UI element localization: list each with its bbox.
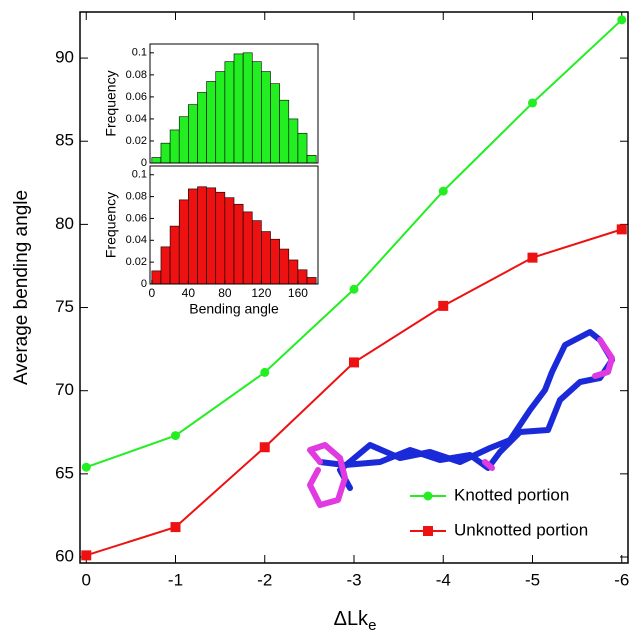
histogram-bar (242, 52, 253, 164)
legend-marker (423, 491, 433, 501)
histogram-bar (206, 187, 217, 285)
histogram-bar (188, 188, 198, 285)
y-tick-label: 85 (55, 131, 74, 150)
histogram-bar (297, 269, 308, 285)
y-axis-label: Average bending angle (11, 190, 32, 385)
x-tick-label: 160 (288, 286, 308, 300)
histogram-bar (297, 132, 308, 164)
y-axis-label: Frequency (103, 70, 119, 136)
x-axis-label-main: ΔLk (334, 608, 369, 630)
molecule-illustration (307, 329, 615, 508)
legend-label: Unknotted portion (454, 520, 588, 539)
histogram-bar (279, 99, 290, 164)
marker (438, 186, 448, 196)
histogram-bar (306, 154, 317, 164)
y-tick-label: 0.06 (126, 212, 147, 224)
y-tick-label: 80 (55, 214, 74, 233)
y-tick-label: 0.1 (132, 47, 147, 59)
histogram-bar (188, 104, 198, 164)
marker (349, 284, 359, 294)
histogram-bar (279, 248, 290, 285)
x-tick-label: -4 (436, 570, 451, 589)
histogram-bar (270, 238, 280, 285)
marker (81, 550, 92, 561)
histogram-bar (160, 142, 171, 164)
y-tick-label: 90 (55, 48, 74, 67)
inset-frame (149, 43, 319, 164)
x-axis-label: Bending angle (189, 301, 279, 317)
histogram-bar (151, 270, 162, 285)
histogram-bar (270, 83, 280, 164)
histogram-bar (288, 259, 299, 285)
histogram-bar (242, 211, 253, 285)
histogram-bar (233, 53, 244, 164)
x-tick-label: 80 (218, 286, 232, 300)
y-tick-label: 75 (55, 297, 74, 316)
histogram-bar (215, 191, 226, 285)
x-axis-label-sub: e (368, 617, 376, 632)
histogram-bar (169, 225, 180, 285)
y-tick-label: 0 (141, 157, 147, 169)
histogram-bar (288, 118, 299, 164)
x-tick-label: 0 (148, 286, 155, 300)
marker (616, 224, 627, 235)
y-tick-label: 60 (55, 546, 74, 565)
x-tick-label: -2 (257, 570, 272, 589)
y-tick-label: 65 (55, 463, 74, 482)
marker (81, 462, 91, 472)
legend-marker (423, 526, 433, 536)
histogram-bar (151, 157, 162, 164)
histogram-bar (160, 246, 171, 285)
x-tick-label: 40 (182, 286, 196, 300)
histogram-bar (215, 71, 226, 164)
histogram-bar (261, 231, 271, 285)
x-tick-label: -3 (346, 570, 361, 589)
x-axis-label: ΔLke (334, 608, 377, 632)
marker (528, 98, 538, 108)
x-tick-label: -6 (614, 570, 629, 589)
histogram-bar (169, 129, 180, 164)
y-tick-label: 0.06 (126, 91, 147, 103)
histogram-bar (261, 71, 271, 164)
marker (349, 357, 359, 368)
x-tick-label: 120 (251, 286, 271, 300)
y-tick-label: 0.04 (126, 234, 147, 246)
y-tick-label: 0.1 (132, 169, 147, 181)
y-tick-label: 0.02 (126, 135, 147, 147)
histogram-bar (251, 61, 262, 164)
marker (617, 15, 627, 25)
histogram-bar (251, 220, 262, 285)
marker (259, 442, 270, 453)
marker (527, 252, 538, 263)
y-axis-label: Frequency (103, 192, 119, 258)
histogram-bar (178, 199, 189, 285)
marker (438, 300, 449, 311)
histogram-bar (197, 92, 207, 164)
y-tick-label: 0.08 (126, 190, 147, 202)
histogram-bar (206, 81, 217, 164)
y-tick-label: 0.02 (126, 256, 147, 268)
marker (260, 367, 270, 377)
marker (170, 522, 181, 533)
y-tick-label: 0 (141, 278, 147, 290)
marker (170, 431, 180, 441)
x-tick-label: -1 (168, 570, 183, 589)
x-tick-label: -5 (525, 570, 540, 589)
y-tick-label: 0.08 (126, 69, 147, 81)
inset-frame (149, 165, 319, 285)
histogram-bar (233, 203, 244, 285)
histogram-bar (306, 277, 317, 285)
histogram-bar (178, 116, 189, 164)
y-tick-label: 0.04 (126, 113, 147, 125)
legend-label: Knotted portion (454, 485, 569, 504)
histogram-bar (197, 186, 207, 285)
histogram-bar (224, 197, 235, 285)
x-tick-label: 0 (82, 570, 91, 589)
y-tick-label: 70 (55, 380, 74, 399)
histogram-bar (224, 61, 235, 164)
